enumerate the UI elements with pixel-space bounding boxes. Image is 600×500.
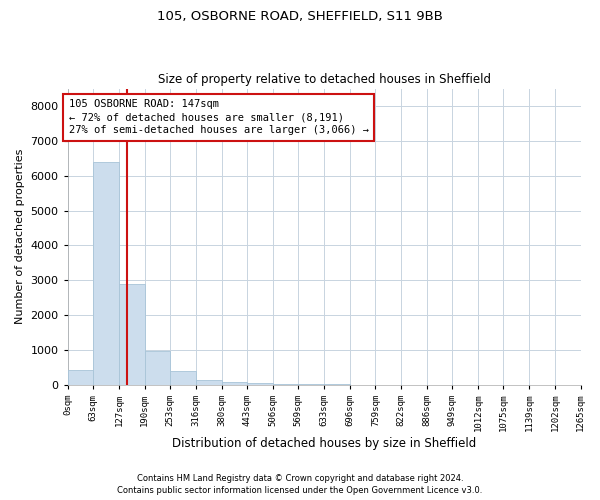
- Bar: [273, 384, 298, 385]
- Bar: [222, 382, 247, 385]
- Bar: [247, 383, 273, 385]
- Bar: [196, 380, 222, 385]
- Y-axis label: Number of detached properties: Number of detached properties: [15, 149, 25, 324]
- Bar: [145, 351, 170, 385]
- Bar: [298, 384, 325, 385]
- Text: 105 OSBORNE ROAD: 147sqm
← 72% of detached houses are smaller (8,191)
27% of sem: 105 OSBORNE ROAD: 147sqm ← 72% of detach…: [68, 99, 368, 136]
- Text: Contains HM Land Registry data © Crown copyright and database right 2024.
Contai: Contains HM Land Registry data © Crown c…: [118, 474, 482, 495]
- Text: 105, OSBORNE ROAD, SHEFFIELD, S11 9BB: 105, OSBORNE ROAD, SHEFFIELD, S11 9BB: [157, 10, 443, 23]
- Bar: [170, 371, 196, 385]
- Bar: [68, 370, 93, 385]
- Bar: [119, 284, 145, 385]
- Bar: [93, 162, 119, 385]
- Title: Size of property relative to detached houses in Sheffield: Size of property relative to detached ho…: [158, 73, 491, 86]
- X-axis label: Distribution of detached houses by size in Sheffield: Distribution of detached houses by size …: [172, 437, 476, 450]
